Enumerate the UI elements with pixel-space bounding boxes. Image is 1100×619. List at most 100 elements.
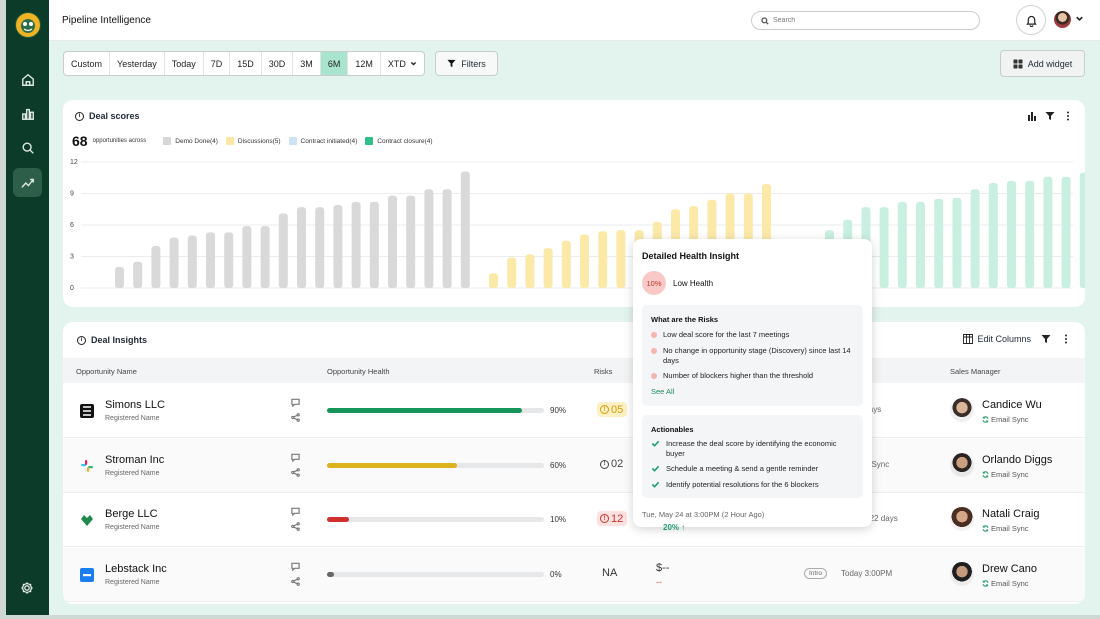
range-custom-button[interactable]: Custom xyxy=(64,52,111,75)
see-all-link[interactable]: See All xyxy=(651,387,675,396)
chart-bar[interactable] xyxy=(561,240,571,288)
chart-bar[interactable] xyxy=(260,226,270,288)
chart-bar[interactable] xyxy=(916,201,925,288)
chart-bar[interactable] xyxy=(187,235,197,289)
range-12m-button[interactable]: 12M xyxy=(348,52,381,75)
chart-bar[interactable] xyxy=(133,261,143,288)
chart-bar[interactable] xyxy=(224,232,234,288)
col-opportunity-health[interactable]: Opportunity Health xyxy=(327,367,390,376)
company-name[interactable]: Stroman Inc xyxy=(105,453,165,466)
nav-search-icon[interactable] xyxy=(13,133,42,162)
legend-item[interactable]: Contract initiated(4) xyxy=(288,137,357,145)
filter-icon[interactable] xyxy=(1045,111,1055,121)
company-name[interactable]: Simons LLC xyxy=(105,399,165,411)
search-box[interactable] xyxy=(751,11,980,30)
range-xtd-button[interactable]: XTD xyxy=(381,52,424,75)
chart-bar[interactable] xyxy=(1025,180,1035,288)
nav-reports-icon[interactable] xyxy=(13,99,42,128)
chart-bar[interactable] xyxy=(525,254,535,288)
range-15d-button[interactable]: 15D xyxy=(230,52,262,75)
range-6m-button[interactable]: 6M xyxy=(320,52,349,75)
chart-bar[interactable] xyxy=(406,195,416,288)
edit-columns-button[interactable]: Edit Columns xyxy=(963,334,1031,344)
legend-item[interactable]: Discussions(5) xyxy=(225,137,281,145)
info-icon[interactable]: i xyxy=(77,335,86,345)
chart-bar[interactable] xyxy=(879,207,889,288)
share-icon[interactable] xyxy=(291,522,300,531)
table-row[interactable]: Lebstack Inc Registered Name 0% NA $-- -- Intr… xyxy=(63,547,1085,602)
chart-bar[interactable] xyxy=(934,198,944,288)
chart-bar[interactable] xyxy=(351,201,361,288)
chart-bar[interactable] xyxy=(315,207,325,288)
chart-bar[interactable] xyxy=(388,195,397,288)
comment-icon[interactable] xyxy=(291,453,300,462)
range-7d-button[interactable]: 7D xyxy=(204,52,231,75)
share-icon[interactable] xyxy=(291,467,300,477)
table-row[interactable]: Stroman Inc Registered Name 60%! 02 al Sync O… xyxy=(63,438,1085,493)
more-vertical-icon[interactable] xyxy=(1061,334,1071,344)
chart-bar[interactable] xyxy=(442,189,452,288)
chart-bar[interactable] xyxy=(424,189,434,288)
legend-item[interactable]: Demo Done(4) xyxy=(163,137,218,145)
manager-name[interactable]: Orlando Diggs xyxy=(982,453,1053,466)
filter-icon[interactable] xyxy=(1041,334,1051,344)
brand-logo[interactable] xyxy=(15,12,41,38)
chart-bar[interactable] xyxy=(507,257,517,288)
table-row[interactable]: Berge LLC Registered Name 10%! 12 e 22 days N… xyxy=(63,493,1085,547)
chart-bar[interactable] xyxy=(489,273,498,288)
range-today-button[interactable]: Today xyxy=(165,52,204,75)
comment-icon[interactable] xyxy=(291,398,300,407)
chart-bar[interactable] xyxy=(297,207,306,288)
chart-bar[interactable] xyxy=(580,234,589,288)
user-menu[interactable] xyxy=(1054,11,1084,28)
chart-bar[interactable] xyxy=(460,171,470,288)
comment-icon[interactable] xyxy=(291,562,300,571)
filters-button[interactable]: Filters xyxy=(435,51,498,76)
manager-name[interactable]: Candice Wu xyxy=(982,399,1042,411)
chart-bar[interactable] xyxy=(1061,176,1071,288)
search-input[interactable] xyxy=(773,17,963,24)
chart-bar[interactable] xyxy=(970,189,980,288)
comment-icon[interactable] xyxy=(291,507,300,516)
range-30d-button[interactable]: 30D xyxy=(262,52,294,75)
chart-bar[interactable] xyxy=(115,267,124,288)
chart-bar[interactable] xyxy=(278,213,288,288)
chart-bar[interactable] xyxy=(897,201,907,288)
col-risks[interactable]: Risks xyxy=(594,367,613,376)
info-icon[interactable]: i xyxy=(75,111,84,121)
chart-bar[interactable] xyxy=(369,201,379,288)
chart-bar[interactable] xyxy=(1079,172,1085,289)
range-yesterday-button[interactable]: Yesterday xyxy=(110,52,165,75)
chart-bar[interactable] xyxy=(206,232,215,288)
chart-bar[interactable] xyxy=(1043,176,1053,288)
chart-bar[interactable] xyxy=(543,248,553,288)
chart-bar[interactable] xyxy=(952,197,962,288)
nav-home-icon[interactable] xyxy=(13,65,42,94)
chart-bar[interactable] xyxy=(242,226,252,288)
settings-gear-icon[interactable] xyxy=(20,581,34,597)
range-3m-button[interactable]: 3M xyxy=(293,52,321,75)
chart-bar[interactable] xyxy=(1007,180,1016,288)
company-name[interactable]: Lebstack Inc xyxy=(105,562,167,575)
nav-pipeline-icon[interactable] xyxy=(13,168,42,197)
chart-type-icon[interactable] xyxy=(1027,111,1037,121)
chart-bar[interactable] xyxy=(333,205,343,288)
add-widget-button[interactable]: Add widget xyxy=(1000,50,1085,77)
notifications-bell-icon[interactable] xyxy=(1016,5,1046,35)
chart-bar[interactable] xyxy=(151,246,161,288)
table-row[interactable]: Simons LLC Registered Name 90%! 05 Days Candi… xyxy=(63,384,1085,438)
col-opportunity-name[interactable]: Opportunity Name xyxy=(76,367,137,376)
legend-item[interactable]: Contract closure(4) xyxy=(365,137,433,145)
chart-bar[interactable] xyxy=(616,230,626,288)
company-name[interactable]: Berge LLC xyxy=(105,508,158,520)
chart-bar[interactable] xyxy=(598,231,608,288)
risk-badge[interactable]: ! 05 xyxy=(597,402,628,417)
chart-bar[interactable] xyxy=(169,237,179,288)
share-icon[interactable] xyxy=(291,576,300,586)
share-icon[interactable] xyxy=(291,413,300,422)
manager-name[interactable]: Natali Craig xyxy=(982,508,1040,520)
manager-name[interactable]: Drew Cano xyxy=(982,562,1038,575)
risk-badge[interactable]: ! 02 xyxy=(597,457,627,472)
risk-badge[interactable]: ! 12 xyxy=(597,511,628,526)
more-vertical-icon[interactable] xyxy=(1063,111,1073,121)
